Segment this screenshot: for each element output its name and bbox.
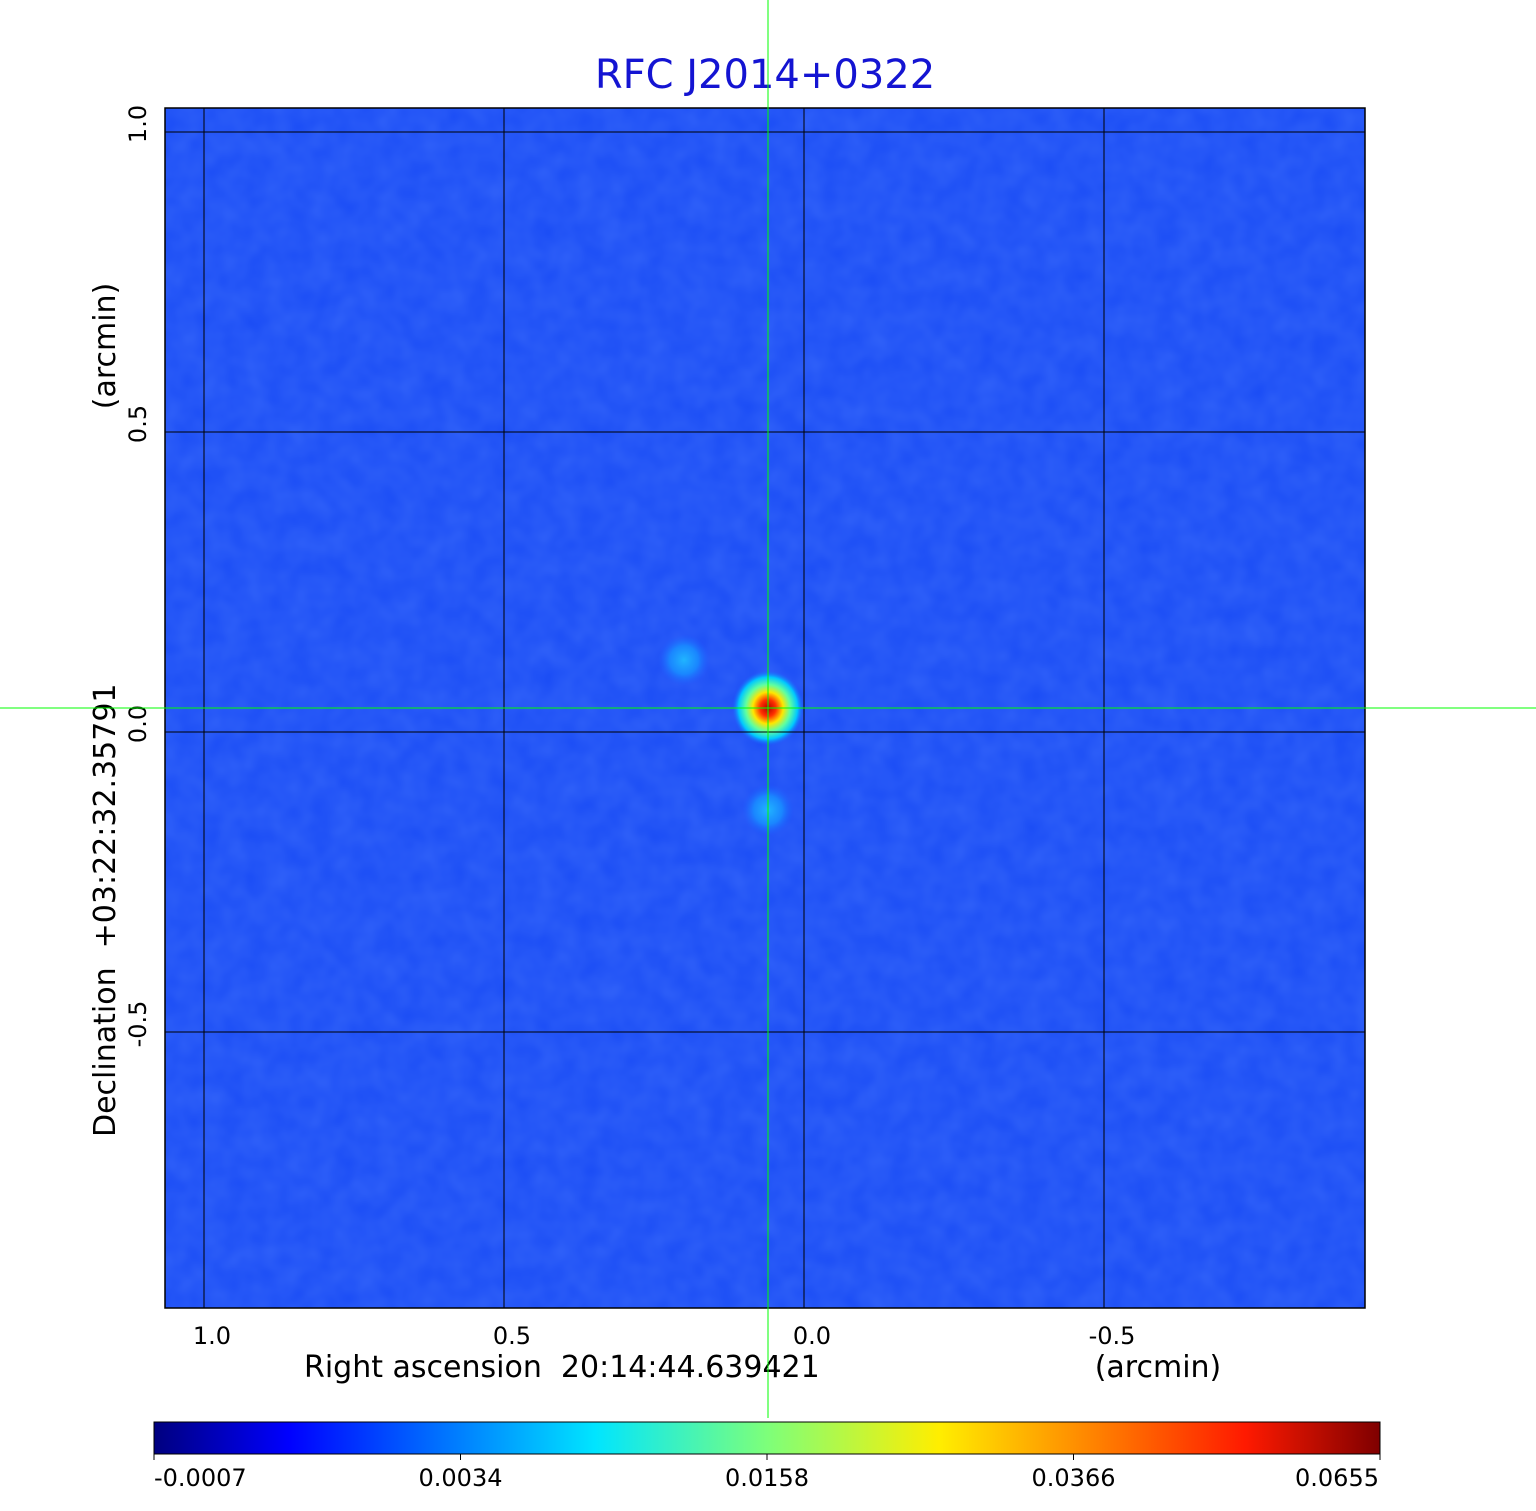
y-tick-label-3: 0.0 — [124, 705, 152, 743]
x-tick-label-2: 0.5 — [493, 1322, 531, 1350]
y-axis-label: Declination +03:22:32.35791 — [88, 683, 123, 1137]
colorbar — [153, 1421, 1381, 1455]
colorbar-label-4: 0.0366 — [1032, 1464, 1116, 1492]
source-blob-2 — [658, 634, 710, 686]
colorbar-label-5: 0.0655 — [1295, 1464, 1379, 1492]
y-axis-unit: (arcmin) — [88, 283, 123, 410]
x-axis-unit: (arcmin) — [1095, 1350, 1222, 1385]
x-tick-label-3: 0.0 — [793, 1322, 831, 1350]
x-tick-label-4: -0.5 — [1089, 1322, 1136, 1350]
colorbar-label-1: -0.0007 — [154, 1464, 247, 1492]
colorbar-label-2: 0.0034 — [419, 1464, 503, 1492]
y-tick-label-1: 1.0 — [124, 105, 152, 143]
x-axis-label: Right ascension 20:14:44.639421 — [304, 1350, 820, 1385]
x-tick-label-1: 1.0 — [193, 1322, 231, 1350]
chart-title: RFC J2014+0322 — [595, 52, 935, 98]
y-tick-label-4: -0.5 — [124, 1001, 152, 1048]
y-tick-label-2: 0.5 — [124, 405, 152, 443]
colorbar-label-3: 0.0158 — [725, 1464, 809, 1492]
